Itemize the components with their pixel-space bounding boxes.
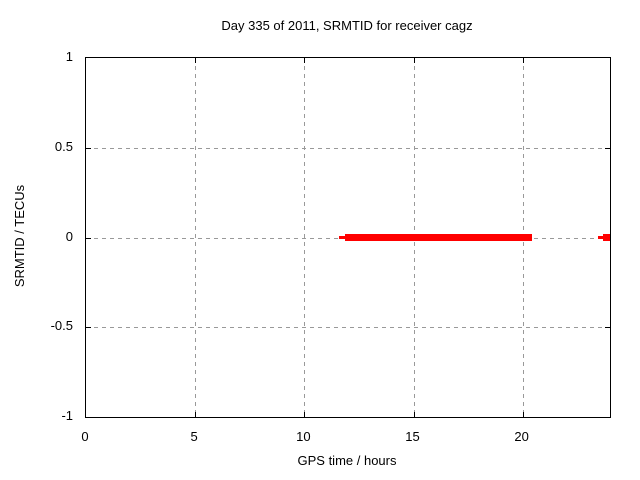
x-tick-label: 15 (405, 429, 420, 444)
x-tick-mark-top (413, 58, 415, 63)
y-tick-label: 1 (65, 49, 73, 64)
y-tick-label: 0 (65, 228, 73, 244)
y-tick-mark-right (605, 327, 610, 329)
data-run (344, 234, 533, 241)
x-tick-label: 0 (81, 429, 89, 444)
y-tick-mark-left (86, 237, 91, 239)
x-tick-label: 5 (190, 429, 198, 444)
x-tick-mark-top (195, 58, 197, 63)
x-tick-label: 10 (296, 429, 311, 444)
y-tick-label: 0.5 (54, 138, 73, 154)
data-run (339, 236, 345, 239)
plot-area (85, 57, 611, 418)
y-gridline (86, 147, 610, 149)
chart-title: Day 335 of 2011, SRMTID for receiver cag… (221, 18, 473, 33)
y-tick-label: -1 (61, 408, 73, 423)
y-tick-mark-right (605, 147, 610, 149)
y-tick-label: -0.5 (50, 318, 73, 334)
y-tick-mark-left (86, 147, 91, 149)
x-tick-mark-top (522, 58, 524, 63)
data-point-marker (603, 234, 611, 241)
x-axis-title: GPS time / hours (297, 453, 397, 468)
y-tick-mark-left (86, 327, 91, 329)
x-tick-mark-bottom (522, 412, 524, 417)
data-run (597, 236, 607, 239)
x-tick-mark-bottom (413, 412, 415, 417)
y-gridline (86, 327, 610, 329)
x-tick-label: 20 (514, 429, 529, 444)
x-tick-mark-bottom (195, 412, 197, 417)
x-tick-mark-bottom (304, 412, 306, 417)
x-tick-mark-top (304, 58, 306, 63)
